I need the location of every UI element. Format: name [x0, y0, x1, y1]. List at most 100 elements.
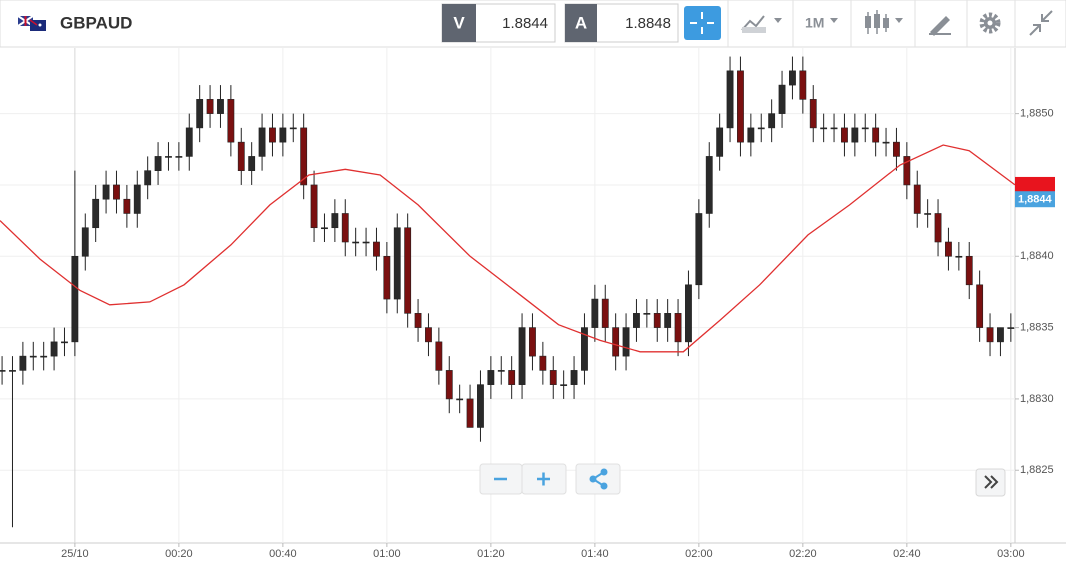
candle-body: [466, 398, 474, 428]
candle-body: [726, 70, 734, 129]
y-tick-label: 1,8840: [1020, 250, 1054, 262]
candle-body: [778, 84, 786, 114]
candle-body: [279, 127, 287, 143]
candle-body: [768, 113, 776, 129]
candle-body: [529, 327, 536, 357]
candle-body: [695, 213, 703, 286]
crosshair-button[interactable]: [684, 6, 721, 40]
candle-body: [9, 370, 16, 372]
toolbar: GBPAUD V 1.8844 A 1.8848 1M: [0, 0, 1066, 48]
candle-body: [352, 241, 360, 244]
candle-body: [123, 198, 131, 214]
candle-body: [997, 327, 1004, 343]
candle-body: [601, 298, 609, 328]
candle-body: [248, 156, 256, 171]
y-tick-label: 1,8830: [1020, 393, 1054, 405]
candle-body: [664, 313, 672, 328]
candle-body: [705, 156, 713, 214]
collapse-button[interactable]: [1029, 10, 1053, 36]
candle-body: [61, 341, 68, 344]
x-tick-label: 00:40: [269, 548, 297, 560]
candle-body: [310, 184, 318, 229]
candle-body: [612, 327, 620, 357]
zoom-in-button[interactable]: [521, 463, 567, 495]
candle-body: [809, 99, 817, 129]
candle-body: [508, 370, 516, 385]
x-tick-label: 03:00: [997, 548, 1025, 560]
candle-body: [383, 255, 391, 300]
candle-body: [113, 184, 120, 200]
candle-body: [497, 370, 505, 372]
candle-body: [830, 127, 838, 130]
zoom-out-button[interactable]: [479, 463, 523, 495]
candle-body: [435, 341, 443, 371]
candle-body: [289, 127, 297, 130]
candle-body: [456, 398, 464, 401]
candle-body: [633, 313, 640, 328]
bid-label: V: [453, 13, 465, 32]
candle-body: [1007, 327, 1015, 329]
candle-body: [986, 327, 994, 343]
candle-body: [622, 327, 630, 357]
moving-average-line: [0, 144, 1016, 353]
share-button[interactable]: [575, 463, 621, 495]
scroll-end-button[interactable]: [975, 468, 1006, 497]
candle-body: [820, 127, 828, 130]
candle-body: [747, 127, 755, 143]
candle-body: [425, 327, 432, 343]
candle-body: [570, 370, 578, 385]
timeframe-caret: [830, 18, 838, 23]
candle-body: [300, 127, 308, 186]
candle-body: [716, 127, 724, 157]
candle-body: [102, 184, 110, 200]
candle-body: [872, 127, 880, 143]
candle-body: [518, 327, 526, 385]
candle-body: [19, 355, 27, 371]
bid-price: 1.8844: [502, 15, 548, 32]
settings-button[interactable]: [979, 12, 1001, 34]
candle-body: [549, 370, 557, 385]
candle-body: [92, 198, 100, 229]
candle-body: [685, 284, 692, 343]
candle-body: [799, 70, 807, 100]
candle-style-button[interactable]: [865, 10, 903, 34]
candle-body: [934, 213, 942, 243]
candle-body: [321, 227, 328, 230]
candle-body: [903, 156, 911, 186]
candle-body: [653, 313, 661, 328]
candle-body: [269, 127, 276, 143]
x-tick-label: 01:40: [581, 548, 609, 560]
draw-tool-button[interactable]: [929, 16, 951, 36]
candle-body: [643, 313, 651, 315]
candle-body: [341, 213, 349, 243]
candle-body: [560, 384, 568, 386]
candle-body: [133, 184, 141, 214]
candle-body: [737, 70, 744, 143]
candle-body: [955, 255, 963, 258]
timeframe[interactable]: 1M: [805, 15, 824, 31]
candle-body: [217, 99, 224, 114]
candle-body: [29, 355, 37, 358]
chart-type-button[interactable]: [741, 15, 782, 33]
x-tick-label: 00:20: [165, 548, 193, 560]
candle-body: [487, 370, 495, 385]
x-tick-label: 02:20: [789, 548, 817, 560]
candle-body: [965, 255, 973, 286]
y-tick-label: 1,8835: [1020, 322, 1054, 334]
ask-price: 1.8848: [625, 15, 671, 32]
x-tick-label: 02:00: [685, 548, 713, 560]
candle-body: [237, 141, 245, 171]
candle-body: [165, 156, 172, 158]
candle-body: [581, 327, 588, 371]
candle-body: [757, 127, 765, 130]
x-tick-label: 01:00: [373, 548, 401, 560]
candle-body: [393, 227, 401, 300]
candle-body: [81, 227, 89, 257]
price-tag: [1015, 176, 1055, 193]
candle-body: [185, 127, 193, 157]
candle-body: [976, 284, 984, 328]
symbol: GBPAUD: [60, 13, 132, 32]
candle-body: [227, 99, 235, 143]
candle-body: [861, 127, 869, 130]
